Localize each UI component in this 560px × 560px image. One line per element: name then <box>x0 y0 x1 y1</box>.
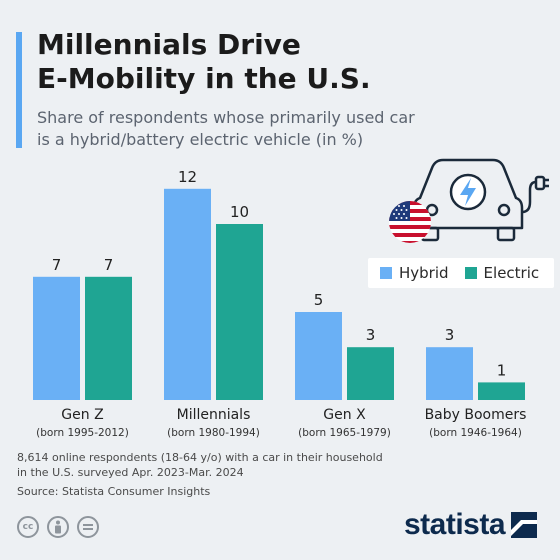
data-label-hybrid-3: 5 <box>314 291 324 309</box>
subtitle: Share of respondents whose primarily use… <box>37 107 477 151</box>
data-label-electric-3: 3 <box>366 326 376 344</box>
category-label-1: Gen Z <box>61 407 103 423</box>
data-label-hybrid-1: 7 <box>52 256 62 274</box>
us-flag-icon <box>389 201 431 243</box>
category-sublabel-2: (born 1980-1994) <box>167 427 260 439</box>
survey-note: 8,614 online respondents (18-64 y/o) wit… <box>17 450 417 480</box>
attribution-icon[interactable] <box>47 516 69 538</box>
source-note: Source: Statista Consumer Insights <box>17 485 211 498</box>
data-label-electric-1: 7 <box>104 256 114 274</box>
category-label-2: Millennials <box>177 407 251 423</box>
data-label-electric-2: 10 <box>230 203 249 221</box>
legend-label-hybrid: Hybrid <box>399 264 449 282</box>
statista-logo[interactable]: statista <box>404 508 538 542</box>
category-label-4: Baby Boomers <box>425 407 527 423</box>
bar-hybrid-1 <box>33 276 80 400</box>
bar-electric-1 <box>85 276 132 400</box>
title-line-1: Millennials Drive <box>37 28 301 61</box>
category-sublabel-3: (born 1965-1979) <box>298 427 391 439</box>
title-line-2: E-Mobility in the U.S. <box>37 62 371 95</box>
statista-mark-icon <box>511 512 538 538</box>
category-sublabel-1: (born 1995-2012) <box>36 427 129 439</box>
data-label-hybrid-4: 3 <box>445 326 455 344</box>
bar-chart: 7 7 Gen Z (born 1995-2012) 12 10 Millennials (b… <box>33 168 527 439</box>
survey-note-line-1: 8,614 online respondents (18-64 y/o) wit… <box>17 451 383 464</box>
title-accent-bar <box>16 32 22 148</box>
bar-electric-2 <box>216 224 263 400</box>
bar-electric-3 <box>347 347 394 400</box>
data-label-hybrid-2: 12 <box>178 168 197 186</box>
bar-hybrid-4 <box>426 347 473 400</box>
legend-item-electric: Electric <box>464 264 540 282</box>
ev-charging-illustration <box>389 158 549 243</box>
subtitle-line-1: Share of respondents whose primarily use… <box>37 108 415 127</box>
bar-electric-4 <box>478 382 525 400</box>
page-title: Millennials Drive E-Mobility in the U.S. <box>37 28 517 96</box>
cc-icon[interactable]: cc <box>17 516 39 538</box>
data-label-electric-4: 1 <box>497 361 507 379</box>
lightning-bolt-icon <box>460 178 476 206</box>
legend-label-electric: Electric <box>483 264 540 282</box>
no-derivatives-icon[interactable] <box>77 516 99 538</box>
legend-item-hybrid: Hybrid <box>380 264 449 282</box>
bar-hybrid-3 <box>295 312 342 400</box>
survey-note-line-2: in the U.S. surveyed Apr. 2023-Mar. 2024 <box>17 466 244 479</box>
category-sublabel-4: (born 1946-1964) <box>429 427 522 439</box>
category-label-3: Gen X <box>323 407 366 423</box>
chart-legend: Hybrid Electric <box>368 258 554 288</box>
legend-swatch-electric <box>464 267 477 279</box>
bar-hybrid-2 <box>164 188 211 400</box>
brand-name: statista <box>404 508 506 541</box>
legend-swatch-hybrid <box>380 267 392 279</box>
license-icons: cc <box>17 516 107 538</box>
subtitle-line-2: is a hybrid/battery electric vehicle (in… <box>37 130 364 149</box>
